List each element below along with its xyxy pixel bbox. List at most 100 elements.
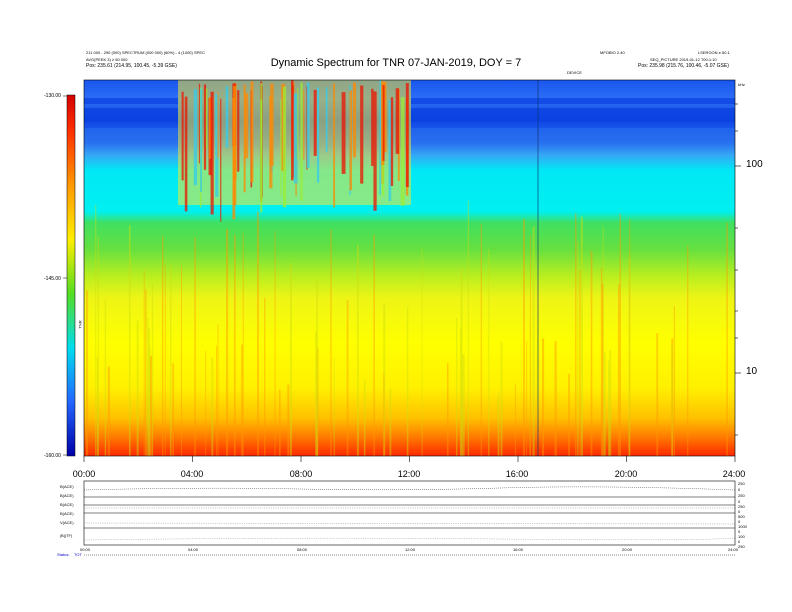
header-right-line-1: MFOBIO 2.40 <box>600 50 625 55</box>
bottom-panel <box>83 480 736 556</box>
right-tick-100: 100 <box>746 159 763 170</box>
burst-streak <box>316 87 320 183</box>
burst-streak <box>225 86 229 148</box>
bottom-row-label-4: V(ACE) <box>60 520 74 525</box>
burst-streak <box>260 99 263 213</box>
burst-streak <box>313 89 317 156</box>
spectral-streak <box>554 341 557 456</box>
colorbar-tick-top: -130.00 <box>44 93 61 99</box>
spectral-streak <box>346 300 349 456</box>
header-left-line-1: 211 000 - 290 (000) SPECTRUM (000 000) (… <box>86 50 205 55</box>
spectral-streak <box>107 366 110 456</box>
burst-streak <box>353 82 356 158</box>
burst-streak <box>373 91 377 211</box>
bottom-right-tick-9: 0 <box>738 529 741 534</box>
spectral-streak <box>526 341 528 456</box>
bottom-right-tick-0: 250 <box>738 481 745 486</box>
spectral-streak <box>373 234 375 456</box>
x-tick-1: 04:00 <box>180 469 204 479</box>
spectral-streak <box>194 237 196 456</box>
spectral-streak <box>316 280 319 456</box>
bottom-x-tick-5: 20:00 <box>622 547 633 552</box>
spectral-streak <box>529 235 531 456</box>
burst-streak <box>395 88 400 154</box>
spectral-streak <box>330 229 332 456</box>
spectral-streak <box>383 373 385 456</box>
colorbar-tick-mid: -145.00 <box>44 276 61 282</box>
burst-streak <box>200 88 203 193</box>
spectral-streak <box>172 363 175 456</box>
spectral-streak <box>143 270 145 456</box>
spectral-streak <box>671 338 674 456</box>
spectral-streak <box>389 388 392 456</box>
spectral-streak <box>579 270 581 456</box>
header-left-line-3: Pos: 235.61 (214.95, 100.45, -5.39 GSE) <box>86 63 177 69</box>
x-tick-3: 12:00 <box>397 469 421 479</box>
spectral-streak <box>149 346 151 456</box>
spectral-streak <box>356 244 359 456</box>
bottom-right-tick-8: 1000 <box>738 524 747 529</box>
spectral-streak <box>617 284 620 456</box>
bottom-x-tick-2: 08:00 <box>297 547 308 552</box>
burst-streak <box>184 96 188 212</box>
bottom-right-tick-6: 500 <box>738 514 745 519</box>
spectral-streak <box>608 360 610 456</box>
colorbar-tick-bottom: -160.00 <box>44 453 61 459</box>
burst-streak <box>282 86 287 208</box>
spectral-streak <box>568 373 570 456</box>
spectral-streak <box>601 283 604 456</box>
spectral-streak <box>216 345 218 456</box>
spectral-streak <box>233 235 236 456</box>
spectral-streak <box>86 290 88 456</box>
header-left-line-2: AVG(PEEK 3) ≥ 50 000 <box>86 57 128 62</box>
colorbar <box>66 94 76 457</box>
bottom-right-tick-7: 0 <box>738 519 741 524</box>
spectral-streak <box>523 219 525 456</box>
burst-streak <box>371 88 374 166</box>
burst-streak <box>280 99 282 196</box>
bottom-row-label-0: B(ACE) <box>60 484 74 489</box>
burst-streak <box>341 92 346 174</box>
spectral-streak <box>164 265 166 456</box>
spectral-streak <box>145 289 147 456</box>
x-tick-4: 16:00 <box>505 469 529 479</box>
spectral-streak <box>529 318 531 456</box>
spectral-streak <box>150 355 153 456</box>
burst-streak <box>306 82 310 168</box>
spectral-streak <box>161 235 164 456</box>
bottom-right-tick-11: 0 <box>738 539 741 544</box>
footer-status-label: Status: <box>57 552 70 557</box>
spectral-streak <box>241 344 243 456</box>
marker-label: DEVICE <box>567 70 582 75</box>
burst-streak <box>291 80 294 181</box>
right-tick-10: 10 <box>746 366 758 377</box>
spectral-streak <box>580 216 583 456</box>
spectral-streak <box>500 341 503 456</box>
spectral-streak <box>383 303 386 456</box>
spectral-streak <box>128 224 131 456</box>
burst-streak <box>181 91 184 181</box>
spectral-streak <box>333 358 335 456</box>
burst-streak <box>203 84 207 170</box>
spectral-streak <box>575 213 577 456</box>
bottom-right-tick-10: 100 <box>738 534 745 539</box>
spectral-streak <box>145 298 147 456</box>
header-right-line-3: SEQ_PICTURE 2019-01-12 T00:1:10 <box>650 57 717 62</box>
spectral-streak <box>147 327 151 456</box>
spectral-streak <box>363 380 366 456</box>
spectral-streak <box>577 241 579 456</box>
spectral-streak <box>315 331 317 456</box>
bottom-right-tick-1: 0 <box>738 487 741 492</box>
bottom-x-tick-6: 24:00 <box>728 547 739 552</box>
spectral-streak <box>603 352 606 456</box>
spectral-streak <box>628 258 631 456</box>
spectral-streak <box>287 384 290 456</box>
burst-streak <box>360 85 364 184</box>
spectral-streak <box>609 350 612 456</box>
spectral-streak <box>289 262 292 456</box>
spectral-streak <box>462 354 465 456</box>
header-right-line-4: Pos: 235.98 (215.76, 100.46, -5.07 GSE) <box>638 63 729 69</box>
spectral-streak <box>242 233 244 456</box>
burst-streak <box>325 87 328 153</box>
spectral-streak <box>147 317 149 456</box>
